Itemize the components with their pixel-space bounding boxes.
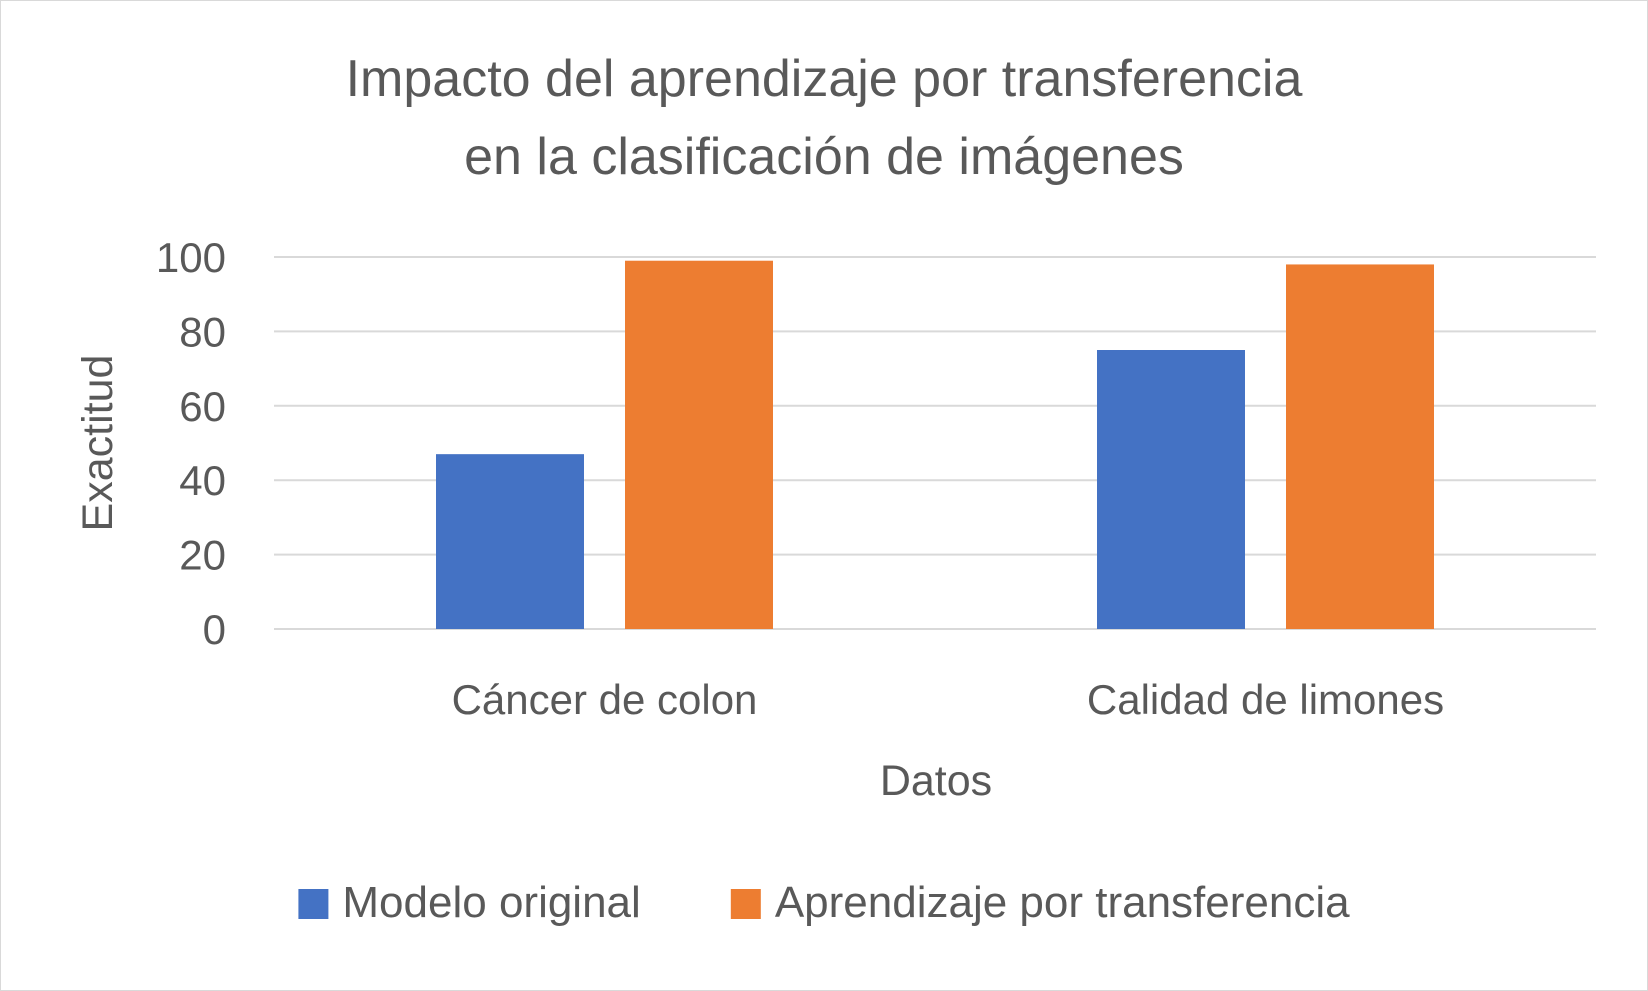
bar xyxy=(436,454,584,629)
y-tick-label: 100 xyxy=(156,234,226,281)
y-axis-tick-labels: 0 20 40 60 80 100 xyxy=(156,234,226,653)
legend-label: Modelo original xyxy=(342,878,640,927)
y-tick-label: 60 xyxy=(179,383,226,430)
bar xyxy=(1286,264,1434,629)
bars xyxy=(436,260,1434,629)
bar xyxy=(625,260,773,629)
legend-swatch xyxy=(730,889,761,919)
x-category-label: Calidad de limones xyxy=(1087,676,1444,723)
y-tick-label: 0 xyxy=(203,606,226,653)
chart-title-line-1: Impacto del aprendizaje por transferenci… xyxy=(346,50,1303,108)
y-tick-label: 80 xyxy=(179,308,226,355)
legend: Modelo original Aprendizaje por transfere… xyxy=(298,878,1350,927)
y-tick-label: 20 xyxy=(179,532,226,579)
x-axis-title: Datos xyxy=(880,757,992,805)
legend-item: Aprendizaje por transferencia xyxy=(730,878,1350,927)
x-axis-category-labels: Cáncer de colon Calidad de limones xyxy=(452,676,1445,723)
legend-label: Aprendizaje por transferencia xyxy=(775,878,1350,927)
legend-item: Modelo original xyxy=(298,878,641,927)
y-tick-label: 40 xyxy=(179,457,226,504)
x-category-label: Cáncer de colon xyxy=(452,676,758,723)
bar xyxy=(1097,350,1245,629)
y-axis-title: Exactitud xyxy=(74,355,122,532)
legend-swatch xyxy=(298,889,329,919)
chart-title-line-2: en la clasificación de imágenes xyxy=(464,128,1184,186)
